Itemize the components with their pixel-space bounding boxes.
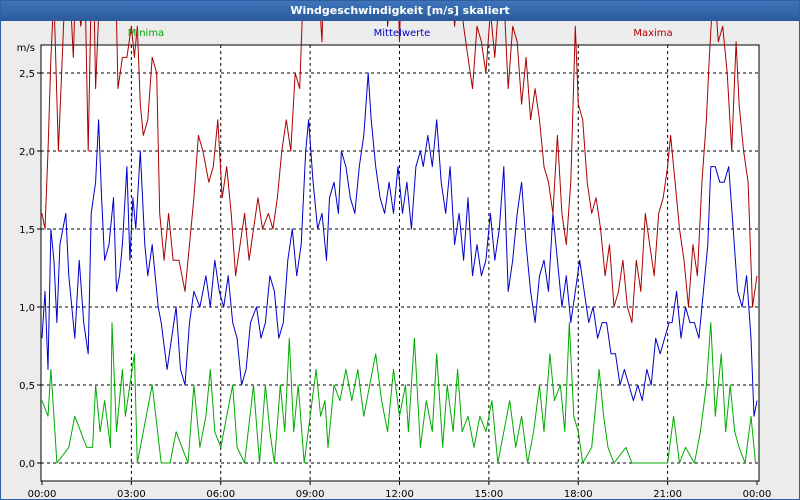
legend-mittelwerte: Mittelwerte (374, 28, 431, 39)
x-tick-time: 18:00 (564, 489, 593, 499)
y-tick-label: 2,0 (19, 147, 35, 158)
y-tick-label: 0,5 (19, 381, 35, 392)
x-tick-time: 00:00 (28, 489, 57, 499)
y-tick-label: 2,5 (19, 69, 35, 80)
series-line-minima (41, 322, 756, 464)
x-tick-time: 00:00 (743, 489, 772, 499)
y-axis-label: m/s (17, 43, 35, 54)
legend-maxima: Maxima (633, 28, 672, 39)
y-tick-label: 1,0 (19, 303, 35, 314)
wind-speed-chart: 0,00,51,01,52,02,53,03,54,04,5m/s00:0005… (17, 21, 772, 499)
x-tick-time: 06:00 (206, 489, 235, 499)
grid-lines (41, 45, 759, 481)
series-line-maxima (41, 21, 758, 324)
y-tick-label: 1,5 (19, 225, 35, 236)
legend: Minima Mittelwerte Maxima (128, 28, 673, 39)
series-line-mittelwerte (41, 72, 758, 417)
series-lines (41, 21, 758, 464)
legend-minima: Minima (128, 28, 164, 39)
window-title: Windgeschwindigkeit [m/s] skaliert (1, 1, 799, 21)
x-tick-time: 15:00 (474, 489, 503, 499)
x-tick-time: 21:00 (653, 489, 682, 499)
x-tick-time: 12:00 (385, 489, 414, 499)
axis-labels: 0,00,51,01,52,02,53,03,54,04,5m/s00:0005… (17, 43, 772, 499)
x-tick-time: 03:00 (117, 489, 146, 499)
x-tick-time: 09:00 (296, 489, 325, 499)
y-tick-label: 0,0 (19, 459, 35, 470)
